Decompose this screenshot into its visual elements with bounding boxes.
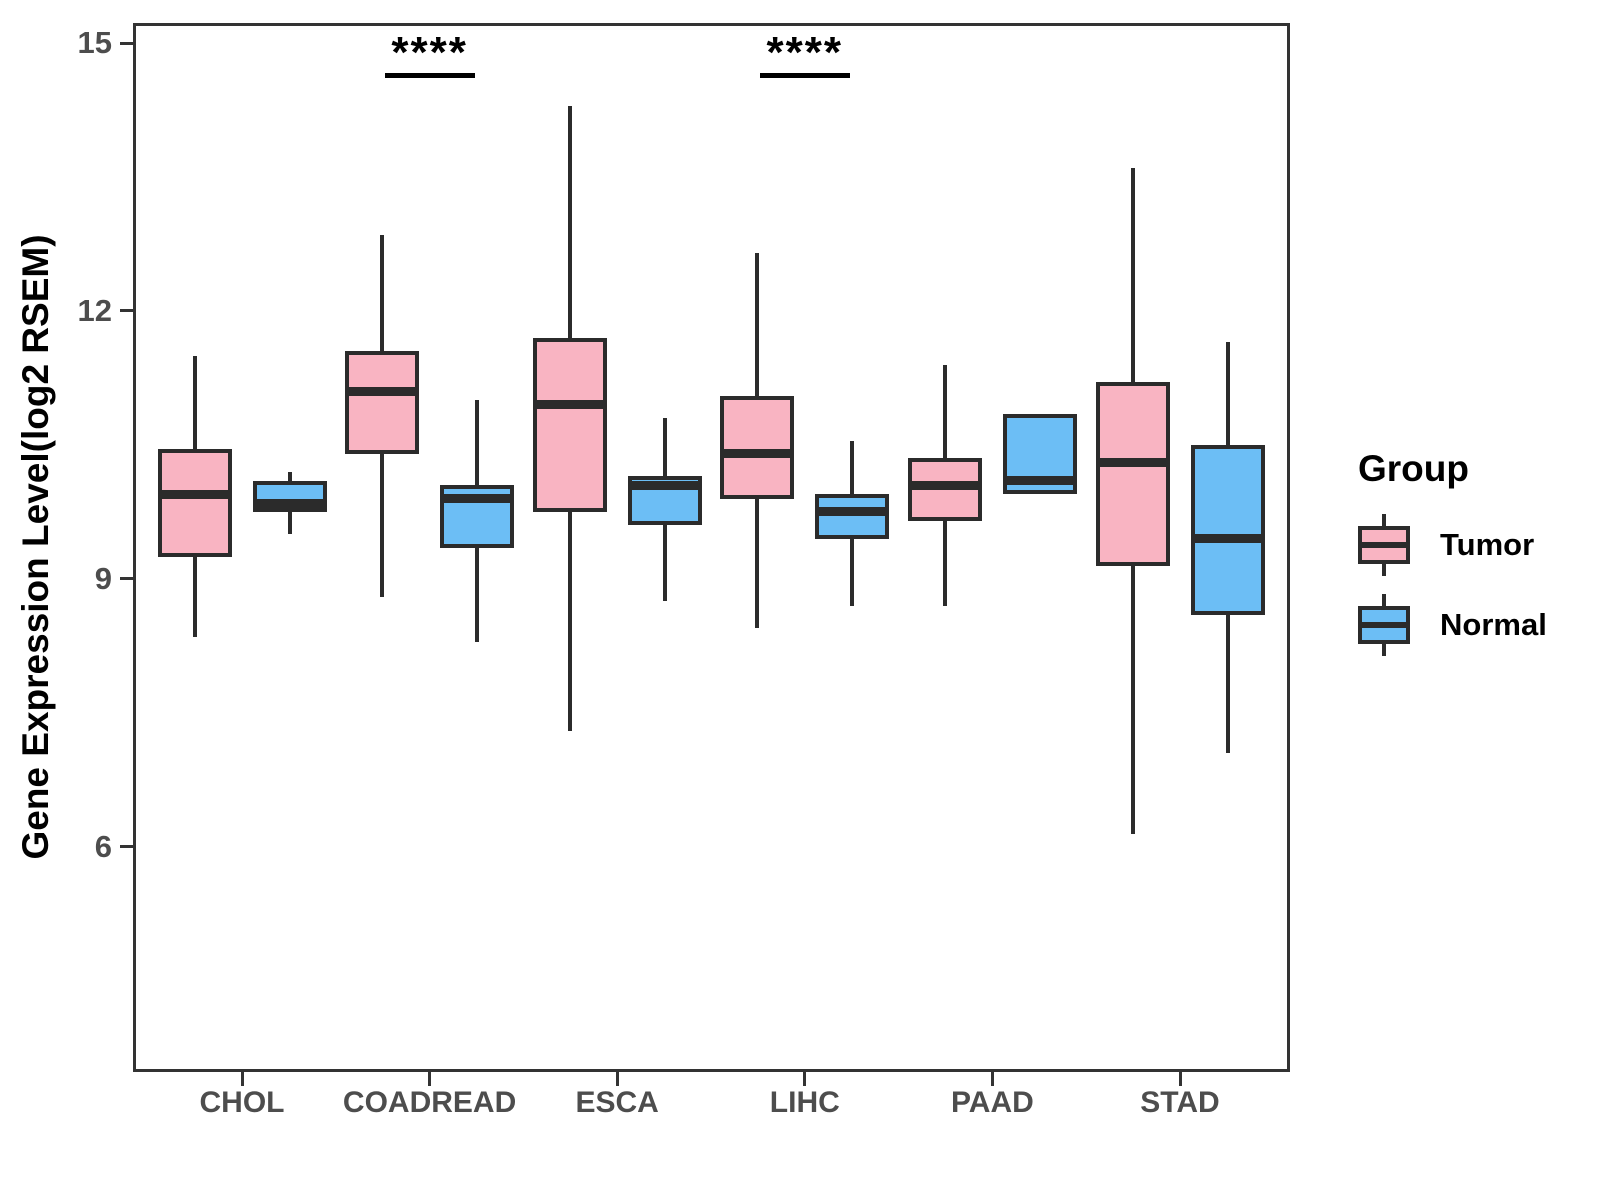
y-tick-mark: [120, 577, 133, 581]
legend: Group Tumor Normal: [1358, 448, 1547, 672]
y-tick-label: 12: [77, 292, 112, 328]
significance-stars-COADREAD: ****: [391, 28, 468, 77]
x-tick-mark: [1178, 1072, 1182, 1086]
median-tumor-PAAD: [907, 480, 982, 490]
y-tick-mark: [120, 845, 133, 849]
y-tick-mark: [120, 41, 133, 45]
lower-whisker-normal-CHOL: [287, 511, 292, 535]
box-tumor-STAD: [1095, 382, 1170, 566]
normal-boxplot-key-icon: [1358, 594, 1410, 656]
box-tumor-CHOL: [157, 449, 232, 557]
median-normal-ESCA: [627, 480, 702, 490]
significance-bar-COADREAD: [384, 73, 475, 78]
significance-bar-LIHC: [759, 73, 850, 78]
legend-item-tumor: Tumor: [1358, 512, 1547, 578]
median-tumor-CHOL: [157, 489, 232, 499]
upper-whisker-tumor-CHOL: [192, 355, 197, 450]
median-normal-PAAD: [1002, 476, 1077, 486]
box-tumor-LIHC: [720, 395, 795, 499]
upper-whisker-normal-COADREAD: [475, 400, 480, 486]
y-tick-label: 9: [94, 560, 112, 596]
x-axis-category-label: STAD: [1140, 1086, 1220, 1119]
median-tumor-ESCA: [532, 400, 607, 410]
lower-whisker-normal-COADREAD: [475, 547, 480, 642]
x-tick-mark: [428, 1072, 432, 1086]
upper-whisker-tumor-LIHC: [755, 252, 760, 396]
x-axis-category-label: COADREAD: [342, 1086, 517, 1119]
lower-whisker-normal-LIHC: [850, 538, 855, 606]
median-tumor-COADREAD: [345, 386, 420, 396]
upper-whisker-normal-STAD: [1225, 342, 1230, 445]
x-axis-category-label: ESCA: [575, 1086, 659, 1119]
median-normal-COADREAD: [440, 494, 515, 504]
lower-whisker-tumor-COADREAD: [380, 453, 385, 597]
y-tick-mark: [120, 309, 133, 313]
legend-label-tumor: Tumor: [1440, 527, 1535, 562]
x-axis-category-label: LIHC: [769, 1086, 840, 1119]
median-tumor-LIHC: [720, 449, 795, 459]
upper-whisker-normal-LIHC: [850, 440, 855, 495]
lower-whisker-tumor-PAAD: [942, 520, 947, 606]
box-normal-STAD: [1190, 444, 1265, 615]
legend-label-normal: Normal: [1440, 607, 1547, 642]
tumor-boxplot-key-icon: [1358, 514, 1410, 576]
y-tick-label: 15: [77, 25, 112, 60]
upper-whisker-tumor-STAD: [1130, 168, 1135, 383]
x-tick-mark: [240, 1072, 244, 1086]
legend-title: Group: [1358, 448, 1469, 489]
legend-item-normal: Normal: [1358, 592, 1547, 658]
upper-whisker-normal-CHOL: [287, 471, 292, 481]
x-axis-category-label: CHOL: [199, 1086, 285, 1119]
lower-whisker-normal-STAD: [1225, 614, 1230, 754]
median-normal-LIHC: [815, 507, 890, 517]
significance-stars-LIHC: ****: [766, 28, 844, 77]
median-tumor-STAD: [1095, 458, 1170, 468]
median-normal-CHOL: [252, 498, 327, 508]
x-tick-mark: [615, 1072, 619, 1086]
box-tumor-ESCA: [532, 337, 607, 512]
x-axis-category-label: PAAD: [951, 1086, 1034, 1119]
box-tumor-COADREAD: [345, 351, 420, 454]
lower-whisker-tumor-ESCA: [567, 511, 572, 731]
y-tick-label: 6: [94, 828, 112, 864]
lower-whisker-tumor-CHOL: [192, 556, 197, 638]
upper-whisker-tumor-ESCA: [567, 105, 572, 338]
x-tick-mark: [803, 1072, 807, 1086]
upper-whisker-normal-ESCA: [662, 418, 667, 477]
upper-whisker-tumor-COADREAD: [380, 235, 385, 352]
lower-whisker-normal-ESCA: [662, 525, 667, 602]
median-normal-STAD: [1190, 534, 1265, 544]
lower-whisker-tumor-STAD: [1130, 565, 1135, 834]
x-tick-mark: [990, 1072, 994, 1086]
lower-whisker-tumor-LIHC: [755, 498, 760, 629]
upper-whisker-tumor-PAAD: [942, 364, 947, 459]
